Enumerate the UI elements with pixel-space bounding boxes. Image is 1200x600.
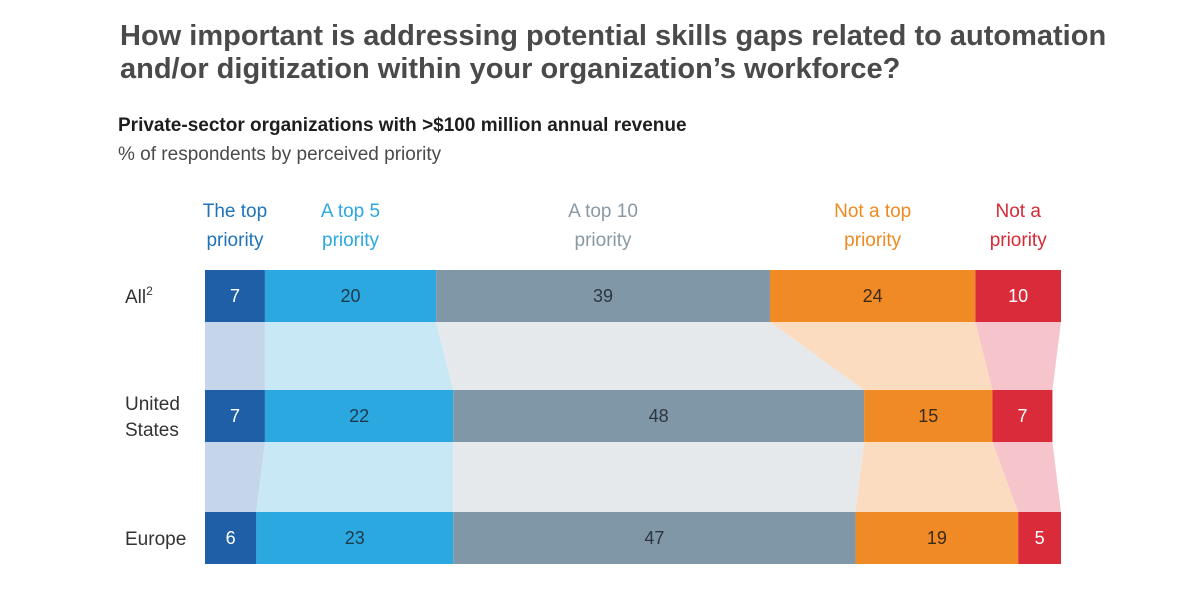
connector-band-a-top-5-priority [264, 322, 454, 390]
value-label: 47 [644, 528, 664, 548]
value-label: 39 [593, 286, 613, 306]
bar-europe-not-a-priority [1018, 512, 1061, 564]
connector-band-the-top-priority [205, 442, 265, 512]
value-labels: 7 20 39 24 10 7 22 48 15 7 6 23 47 19 5 [226, 286, 1045, 548]
series-header-a-top-10-priority: A top 10 [568, 201, 638, 222]
row-labels: All2 United States Europe [125, 284, 186, 550]
value-label: 6 [226, 528, 236, 548]
connector-band-a-top-10-priority [453, 442, 865, 512]
connector-band-not-a-priority [975, 322, 1061, 390]
connector-band-a-top-5-priority [256, 442, 454, 512]
connector-band-not-a-top-priority [855, 442, 1019, 512]
chart-title: How important is addressing potential sk… [120, 20, 1107, 85]
value-label: 22 [349, 406, 369, 426]
value-label: 7 [1017, 406, 1027, 426]
chart-subtitle: Private-sector organizations with >$100 … [118, 115, 687, 136]
value-label: 23 [345, 528, 365, 548]
series-header-not-a-top-priority: Not a top [834, 201, 911, 222]
series-header-a-top-5-priority: priority [322, 230, 380, 251]
footnote-marker: 2 [146, 284, 153, 298]
connector-band-the-top-priority [205, 322, 265, 390]
bar-europe-the-top-priority [205, 512, 257, 564]
bar-all-a-top-5-priority [264, 270, 437, 322]
row-label-europe: Europe [125, 529, 186, 550]
series-header-not-a-priority: Not a [995, 201, 1041, 222]
series-header-a-top-5-priority: A top 5 [321, 201, 380, 222]
bar-europe-a-top-10-priority [453, 512, 856, 564]
value-label: 15 [918, 406, 938, 426]
bar-united-states-a-top-10-priority [453, 390, 865, 442]
row-label-united-states: United [125, 394, 180, 415]
bar-europe-not-a-top-priority [855, 512, 1019, 564]
series-header-not-a-top-priority: priority [844, 230, 902, 251]
chart-unit-label: % of respondents by perceived priority [118, 144, 442, 165]
value-label: 48 [649, 406, 669, 426]
bar-all-not-a-top-priority [769, 270, 976, 322]
connector-band-a-top-10-priority [436, 322, 865, 390]
value-label: 19 [927, 528, 947, 548]
value-label: 5 [1035, 528, 1045, 548]
connector-band-not-a-top-priority [769, 322, 993, 390]
bar-all-a-top-10-priority [436, 270, 770, 322]
value-label: 24 [863, 286, 883, 306]
row-label-all: All2 [125, 284, 153, 308]
connector-bands [205, 322, 1061, 512]
series-header-the-top-priority: priority [206, 230, 264, 251]
series-header-not-a-priority: priority [990, 230, 1048, 251]
stacked-bar-chart: 7 20 39 24 10 7 22 48 15 7 6 23 47 19 5 The top priorit… [125, 201, 1061, 564]
bar-all-not-a-priority [975, 270, 1061, 322]
bar-united-states-a-top-5-priority [264, 390, 454, 442]
bar-segments [205, 270, 1061, 564]
bar-europe-a-top-5-priority [256, 512, 454, 564]
connector-band-not-a-priority [992, 442, 1061, 512]
bar-united-states-not-a-priority [992, 390, 1053, 442]
series-header-the-top-priority: The top [203, 201, 267, 222]
series-headers: The top priority A top 5 priority A top 10 pr… [203, 201, 1047, 251]
value-label: 7 [230, 406, 240, 426]
value-label: 10 [1008, 286, 1028, 306]
row-label-united-states: States [125, 420, 179, 441]
value-label: 7 [230, 286, 240, 306]
bar-united-states-not-a-top-priority [864, 390, 993, 442]
value-label: 20 [341, 286, 361, 306]
series-header-a-top-10-priority: priority [575, 230, 633, 251]
bar-united-states-the-top-priority [205, 390, 265, 442]
bar-all-the-top-priority [205, 270, 265, 322]
